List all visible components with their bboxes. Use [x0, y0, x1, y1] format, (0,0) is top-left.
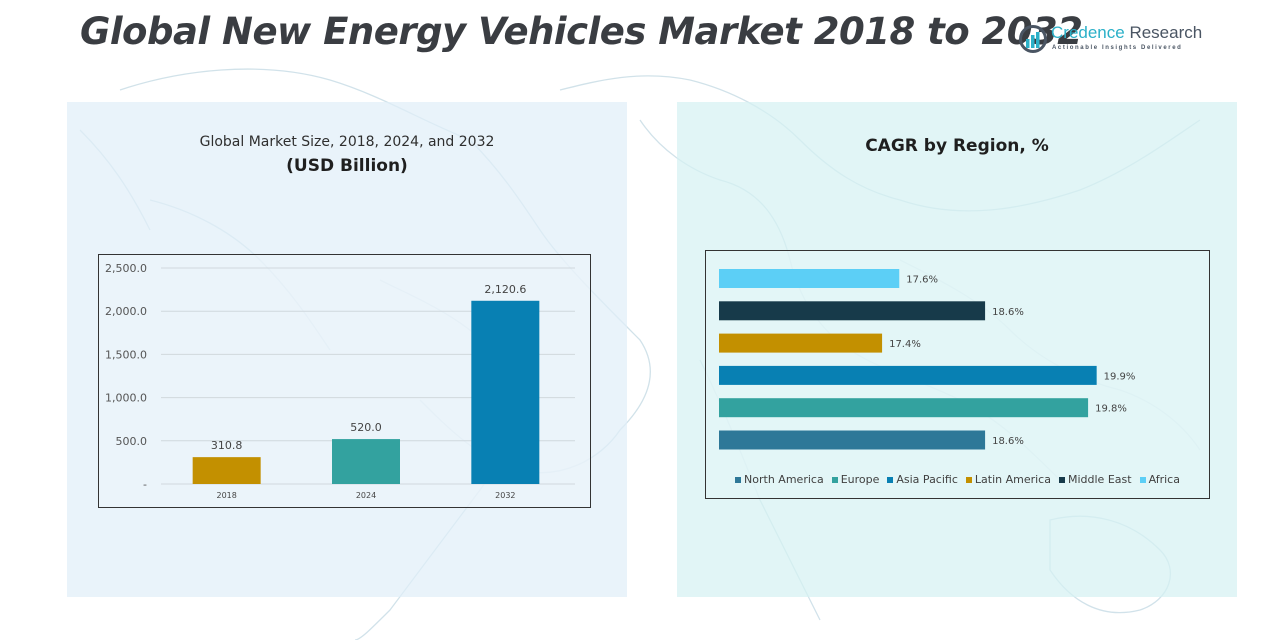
- bar-value-label: 2,120.6: [484, 283, 526, 296]
- market-size-chart-frame: - 500.0 1,000.0 1,500.0 2,000.0 2,500.0 310.8 2…: [98, 254, 591, 508]
- bar-2024: [332, 439, 400, 484]
- legend-swatch: [1058, 476, 1065, 483]
- legend-swatch: [831, 476, 838, 483]
- y-tick-label: 2,000.0: [105, 305, 147, 318]
- bar-value-label: 18.6%: [992, 436, 1024, 447]
- legend-label: Africa: [1148, 473, 1180, 486]
- y-tick-label: 1,500.0: [105, 348, 147, 361]
- page-title: Global New Energy Vehicles Market 2018 t…: [80, 10, 1083, 53]
- legend-item-latin-america: Latin America: [965, 473, 1051, 486]
- legend-label: North America: [744, 473, 824, 486]
- cagr-legend: North America Europe Asia Pacific Latin Ame…: [705, 473, 1210, 486]
- cagr-chart-frame: 17.6% 18.6% 17.4% 19.9% 19.8% 18.6%: [705, 250, 1210, 499]
- bar-europe: [719, 398, 1089, 418]
- bar-value-label: 19.8%: [1095, 404, 1127, 415]
- cagr-horizontal-bar-chart: 17.6% 18.6% 17.4% 19.9% 19.8% 18.6%: [719, 269, 1136, 450]
- bar-value-label: 19.9%: [1104, 371, 1136, 382]
- credence-research-logo: Credence Research Actionable Insights De…: [1018, 22, 1218, 58]
- bar-value-label: 520.0: [350, 421, 382, 434]
- legend-swatch: [887, 476, 894, 483]
- logo-tagline: Actionable Insights Delivered: [1052, 45, 1183, 51]
- logo-name-part1: Credence: [1051, 23, 1125, 42]
- legend-item-north-america: North America: [735, 473, 824, 486]
- bar-value-label: 17.4%: [889, 339, 921, 350]
- legend-label: Europe: [840, 473, 880, 486]
- legend-label: Latin America: [974, 473, 1051, 486]
- market-size-chart-title: Global Market Size, 2018, 2024, and 2032: [199, 134, 495, 150]
- bar-asia-pacific: [719, 365, 1097, 385]
- bar-middle-east: [719, 301, 986, 321]
- y-tick-label: -: [143, 478, 147, 491]
- legend-label: Asia Pacific: [896, 473, 958, 486]
- bar-value-label: 310.8: [211, 439, 243, 452]
- x-tick-label: 2018: [216, 491, 236, 500]
- logo-name-part2: Research: [1129, 23, 1203, 42]
- legend-swatch: [735, 476, 742, 483]
- x-tick-label: 2032: [495, 491, 515, 500]
- bar-2018: [192, 457, 261, 484]
- legend-item-middle-east: Middle East: [1058, 473, 1132, 486]
- bar-value-label: 18.6%: [992, 307, 1024, 318]
- bar-north-america: [719, 430, 986, 450]
- y-tick-label: 500.0: [116, 435, 148, 448]
- logo-name: Credence Research: [1051, 23, 1202, 43]
- bar-latin-america: [719, 333, 883, 353]
- y-tick-label: 2,500.0: [105, 262, 147, 275]
- bar-2032: [471, 300, 540, 484]
- legend-swatch: [965, 476, 972, 483]
- market-size-chart-unit: (USD Billion): [286, 156, 408, 176]
- legend-item-europe: Europe: [831, 473, 880, 486]
- legend-item-africa: Africa: [1139, 473, 1180, 486]
- x-tick-label: 2024: [356, 491, 376, 500]
- legend-swatch: [1139, 476, 1146, 483]
- bar-chart-circle-icon: [1019, 25, 1047, 53]
- bar-value-label: 17.6%: [906, 275, 938, 286]
- market-size-bar-chart: - 500.0 1,000.0 1,500.0 2,000.0 2,500.0 310.8 2…: [105, 262, 575, 500]
- legend-item-asia-pacific: Asia Pacific: [887, 473, 958, 486]
- cagr-chart-title: CAGR by Region, %: [865, 136, 1049, 156]
- y-tick-label: 1,000.0: [105, 392, 147, 405]
- bar-africa: [719, 269, 900, 288]
- legend-label: Middle East: [1067, 473, 1132, 486]
